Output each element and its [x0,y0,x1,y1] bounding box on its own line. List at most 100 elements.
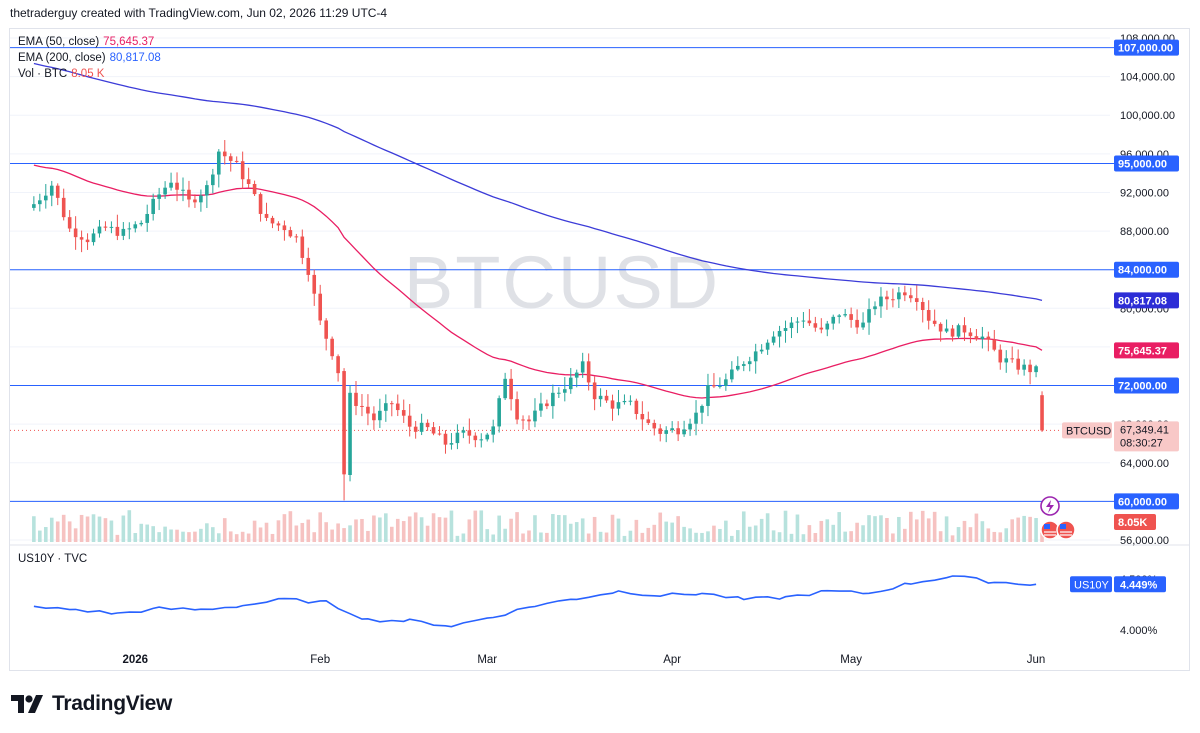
candle[interactable] [962,325,967,333]
candle[interactable] [121,228,126,236]
candle[interactable] [497,398,501,427]
candle[interactable] [831,316,836,324]
candle[interactable] [861,322,865,328]
candle[interactable] [127,228,132,230]
candle[interactable] [425,422,430,428]
candle[interactable] [545,403,549,407]
candle[interactable] [181,189,185,191]
candle[interactable] [115,226,120,236]
candle[interactable] [855,319,859,328]
candle[interactable] [324,320,328,339]
candle[interactable] [312,274,317,294]
candle[interactable] [67,217,72,229]
candle[interactable] [509,378,513,400]
candle[interactable] [503,378,507,399]
candle[interactable] [49,185,54,196]
candle[interactable] [389,403,394,405]
candle[interactable] [956,325,961,337]
candle[interactable] [562,389,567,393]
us-flag-event-icon[interactable] [1056,520,1076,540]
candle[interactable] [151,198,155,214]
candle[interactable] [628,400,633,402]
candle[interactable] [598,395,603,400]
candle[interactable] [455,432,460,444]
candle[interactable] [897,292,901,300]
candle[interactable] [252,184,257,195]
candle[interactable] [79,237,84,240]
candle[interactable] [574,372,579,378]
candle[interactable] [795,321,800,323]
candle[interactable] [580,361,585,373]
candle[interactable] [395,403,400,411]
candle[interactable] [199,195,203,203]
candle[interactable] [73,228,78,238]
candle[interactable] [926,310,931,321]
candle[interactable] [1004,358,1009,363]
candle[interactable] [885,296,889,300]
candle[interactable] [682,429,686,435]
candle[interactable] [735,365,740,370]
candle[interactable] [777,330,782,337]
candle[interactable] [133,224,138,229]
candle[interactable] [759,349,764,352]
candle[interactable] [234,160,239,162]
legend-volume[interactable]: Vol · BTC 8.05 K [18,68,104,80]
candle[interactable] [193,199,197,203]
candle[interactable] [968,332,973,337]
candle[interactable] [222,151,227,157]
candle[interactable] [407,415,412,427]
candle[interactable] [944,328,949,332]
candle[interactable] [336,356,340,374]
candle[interactable] [270,217,275,224]
candle[interactable] [753,351,758,362]
candle[interactable] [366,406,370,414]
candle[interactable] [169,182,173,188]
candle[interactable] [443,433,448,445]
candle[interactable] [288,230,293,237]
candle[interactable] [551,392,555,407]
candle[interactable] [187,189,191,200]
candle[interactable] [938,323,943,332]
candle[interactable] [592,382,597,400]
candle[interactable] [568,377,573,390]
candle[interactable] [730,369,734,380]
candle[interactable] [807,320,812,324]
candle[interactable] [801,320,806,322]
candle[interactable] [992,339,997,350]
candle[interactable] [515,399,519,420]
candle[interactable] [91,233,96,243]
candle[interactable] [920,301,925,311]
candle[interactable] [378,410,382,421]
candle[interactable] [610,400,615,409]
candle[interactable] [384,403,388,411]
candle[interactable] [401,410,406,416]
candle[interactable] [765,342,770,350]
candle[interactable] [228,156,233,161]
candle[interactable] [157,194,161,199]
candle[interactable] [38,200,42,205]
legend-ema200[interactable]: EMA (200, close) 80,817.08 [18,52,161,64]
candle[interactable] [533,410,537,422]
candle[interactable] [521,419,525,421]
legend-us10y[interactable]: US10Y · TVC [18,553,87,565]
candle[interactable] [670,428,674,431]
candle[interactable] [837,315,842,317]
candle[interactable] [741,364,746,366]
candle[interactable] [55,185,60,198]
candle[interactable] [372,413,376,421]
candle[interactable] [264,213,269,218]
candle[interactable] [318,293,323,321]
candle[interactable] [246,179,251,185]
candle[interactable] [932,320,937,324]
candle[interactable] [688,423,692,430]
candle[interactable] [473,435,478,441]
candle[interactable] [694,412,698,424]
candle[interactable] [354,392,358,406]
candle[interactable] [109,226,114,228]
candle[interactable] [449,443,454,445]
candle[interactable] [1010,358,1015,360]
legend-ema50[interactable]: EMA (50, close) 75,645.37 [18,36,154,48]
candle[interactable] [718,385,722,387]
candle[interactable] [479,439,484,441]
